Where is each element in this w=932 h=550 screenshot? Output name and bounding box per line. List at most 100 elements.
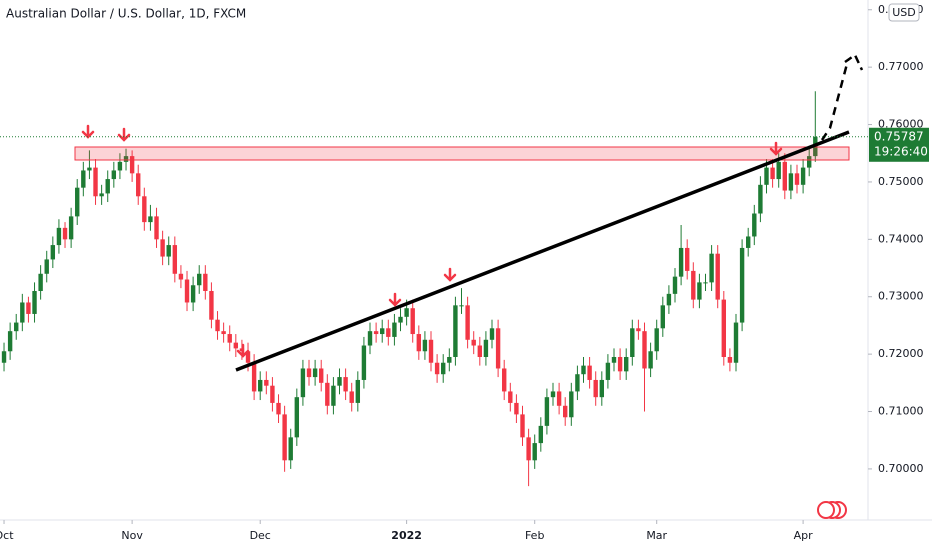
- y-tick-label: 0.73000: [878, 290, 924, 303]
- candle-body: [319, 368, 324, 383]
- candle-body: [800, 167, 806, 185]
- y-tick-label: 0.77000: [878, 60, 924, 73]
- candle-body: [337, 377, 342, 386]
- candle-body: [251, 362, 257, 392]
- candle-body: [544, 397, 550, 426]
- candle-body: [617, 356, 623, 372]
- candle-body: [282, 414, 287, 461]
- candle-body: [294, 397, 300, 438]
- candle-body: [477, 345, 483, 357]
- candle-body: [75, 187, 80, 217]
- candle-body: [99, 193, 104, 197]
- candle-body: [758, 184, 763, 214]
- x-tick-label: 2022: [391, 529, 422, 542]
- candle-body: [495, 328, 501, 369]
- candle-body: [361, 345, 367, 380]
- countdown: 19:26:40: [874, 144, 928, 158]
- candle-body: [715, 253, 720, 300]
- candle-body: [733, 322, 739, 363]
- candle-body: [44, 259, 49, 274]
- candle-body: [483, 339, 489, 357]
- candle-body: [691, 270, 696, 300]
- candle-body: [593, 379, 598, 398]
- candle-body: [410, 308, 415, 335]
- candle-body: [556, 391, 562, 406]
- candle-body: [166, 245, 171, 257]
- candle-body: [453, 305, 458, 357]
- candle-body: [1, 351, 7, 363]
- candle-body: [471, 339, 476, 346]
- candle-body: [178, 273, 184, 280]
- last-price-bg: [869, 127, 929, 162]
- resistance-zone: [74, 146, 850, 161]
- x-tick-label: Oct: [0, 529, 14, 542]
- candle-body: [343, 377, 348, 392]
- candle-body: [221, 331, 226, 335]
- candle-body: [123, 156, 129, 162]
- candle-body: [752, 213, 757, 237]
- candle-body: [697, 282, 702, 300]
- candle-body: [87, 167, 92, 171]
- candle-body: [794, 173, 800, 185]
- candle-body: [172, 245, 178, 274]
- projection-arrow-head: [844, 53, 864, 71]
- candle-body: [764, 167, 769, 185]
- candle-body: [581, 365, 586, 375]
- x-tick-label: Mar: [646, 529, 667, 542]
- candle-body: [416, 334, 422, 352]
- last-price-label: 0.75787 19:26:40: [869, 127, 929, 162]
- candle-body: [270, 385, 275, 403]
- candle-body: [276, 402, 281, 415]
- candle-body: [325, 382, 330, 406]
- candle-body: [331, 385, 336, 406]
- candle-body: [538, 425, 544, 444]
- candle-body: [654, 328, 659, 352]
- candle-body: [203, 273, 208, 291]
- reaction-arrows: [81, 124, 783, 358]
- candle-body: [489, 328, 495, 340]
- candle-body: [312, 368, 318, 378]
- candle-body: [81, 170, 86, 188]
- candle-body: [776, 161, 781, 180]
- candle-body: [428, 339, 434, 363]
- candle-body: [38, 273, 43, 291]
- candle-body: [630, 328, 635, 357]
- candle-body: [624, 356, 629, 372]
- candle-body: [398, 316, 403, 323]
- candle-body: [105, 179, 110, 194]
- last-price: 0.75787: [874, 129, 924, 143]
- candle-body: [569, 391, 574, 418]
- candle-body: [563, 405, 568, 418]
- arrow: [769, 141, 783, 156]
- candle-body: [703, 282, 708, 284]
- currency: USD: [892, 6, 916, 19]
- candle-body: [404, 308, 409, 317]
- candle-body: [197, 273, 202, 286]
- candle-body: [233, 342, 239, 349]
- candle-body: [605, 362, 611, 380]
- candle-body: [56, 227, 62, 246]
- currency-badge: [888, 3, 920, 22]
- candle-body: [727, 356, 733, 363]
- candle-body: [587, 365, 592, 380]
- chart-title: Australian Dollar / U.S. Dollar, 1D, FXC…: [6, 7, 246, 21]
- candle-body: [746, 236, 751, 248]
- candle-body: [306, 368, 312, 378]
- candle-body: [514, 402, 519, 415]
- candle-body: [532, 443, 537, 461]
- candle-body: [660, 305, 666, 329]
- candle-body: [666, 293, 672, 306]
- candle-body: [642, 331, 647, 369]
- candle-body: [520, 414, 525, 438]
- x-tick-label: Apr: [794, 529, 814, 542]
- candle-body: [154, 216, 159, 240]
- candle-body: [184, 279, 190, 303]
- candle-body: [117, 161, 123, 171]
- candle-body: [142, 196, 147, 223]
- candle-body: [258, 379, 263, 392]
- candle-body: [782, 161, 787, 191]
- arrow: [388, 292, 402, 307]
- candle-body: [788, 173, 794, 191]
